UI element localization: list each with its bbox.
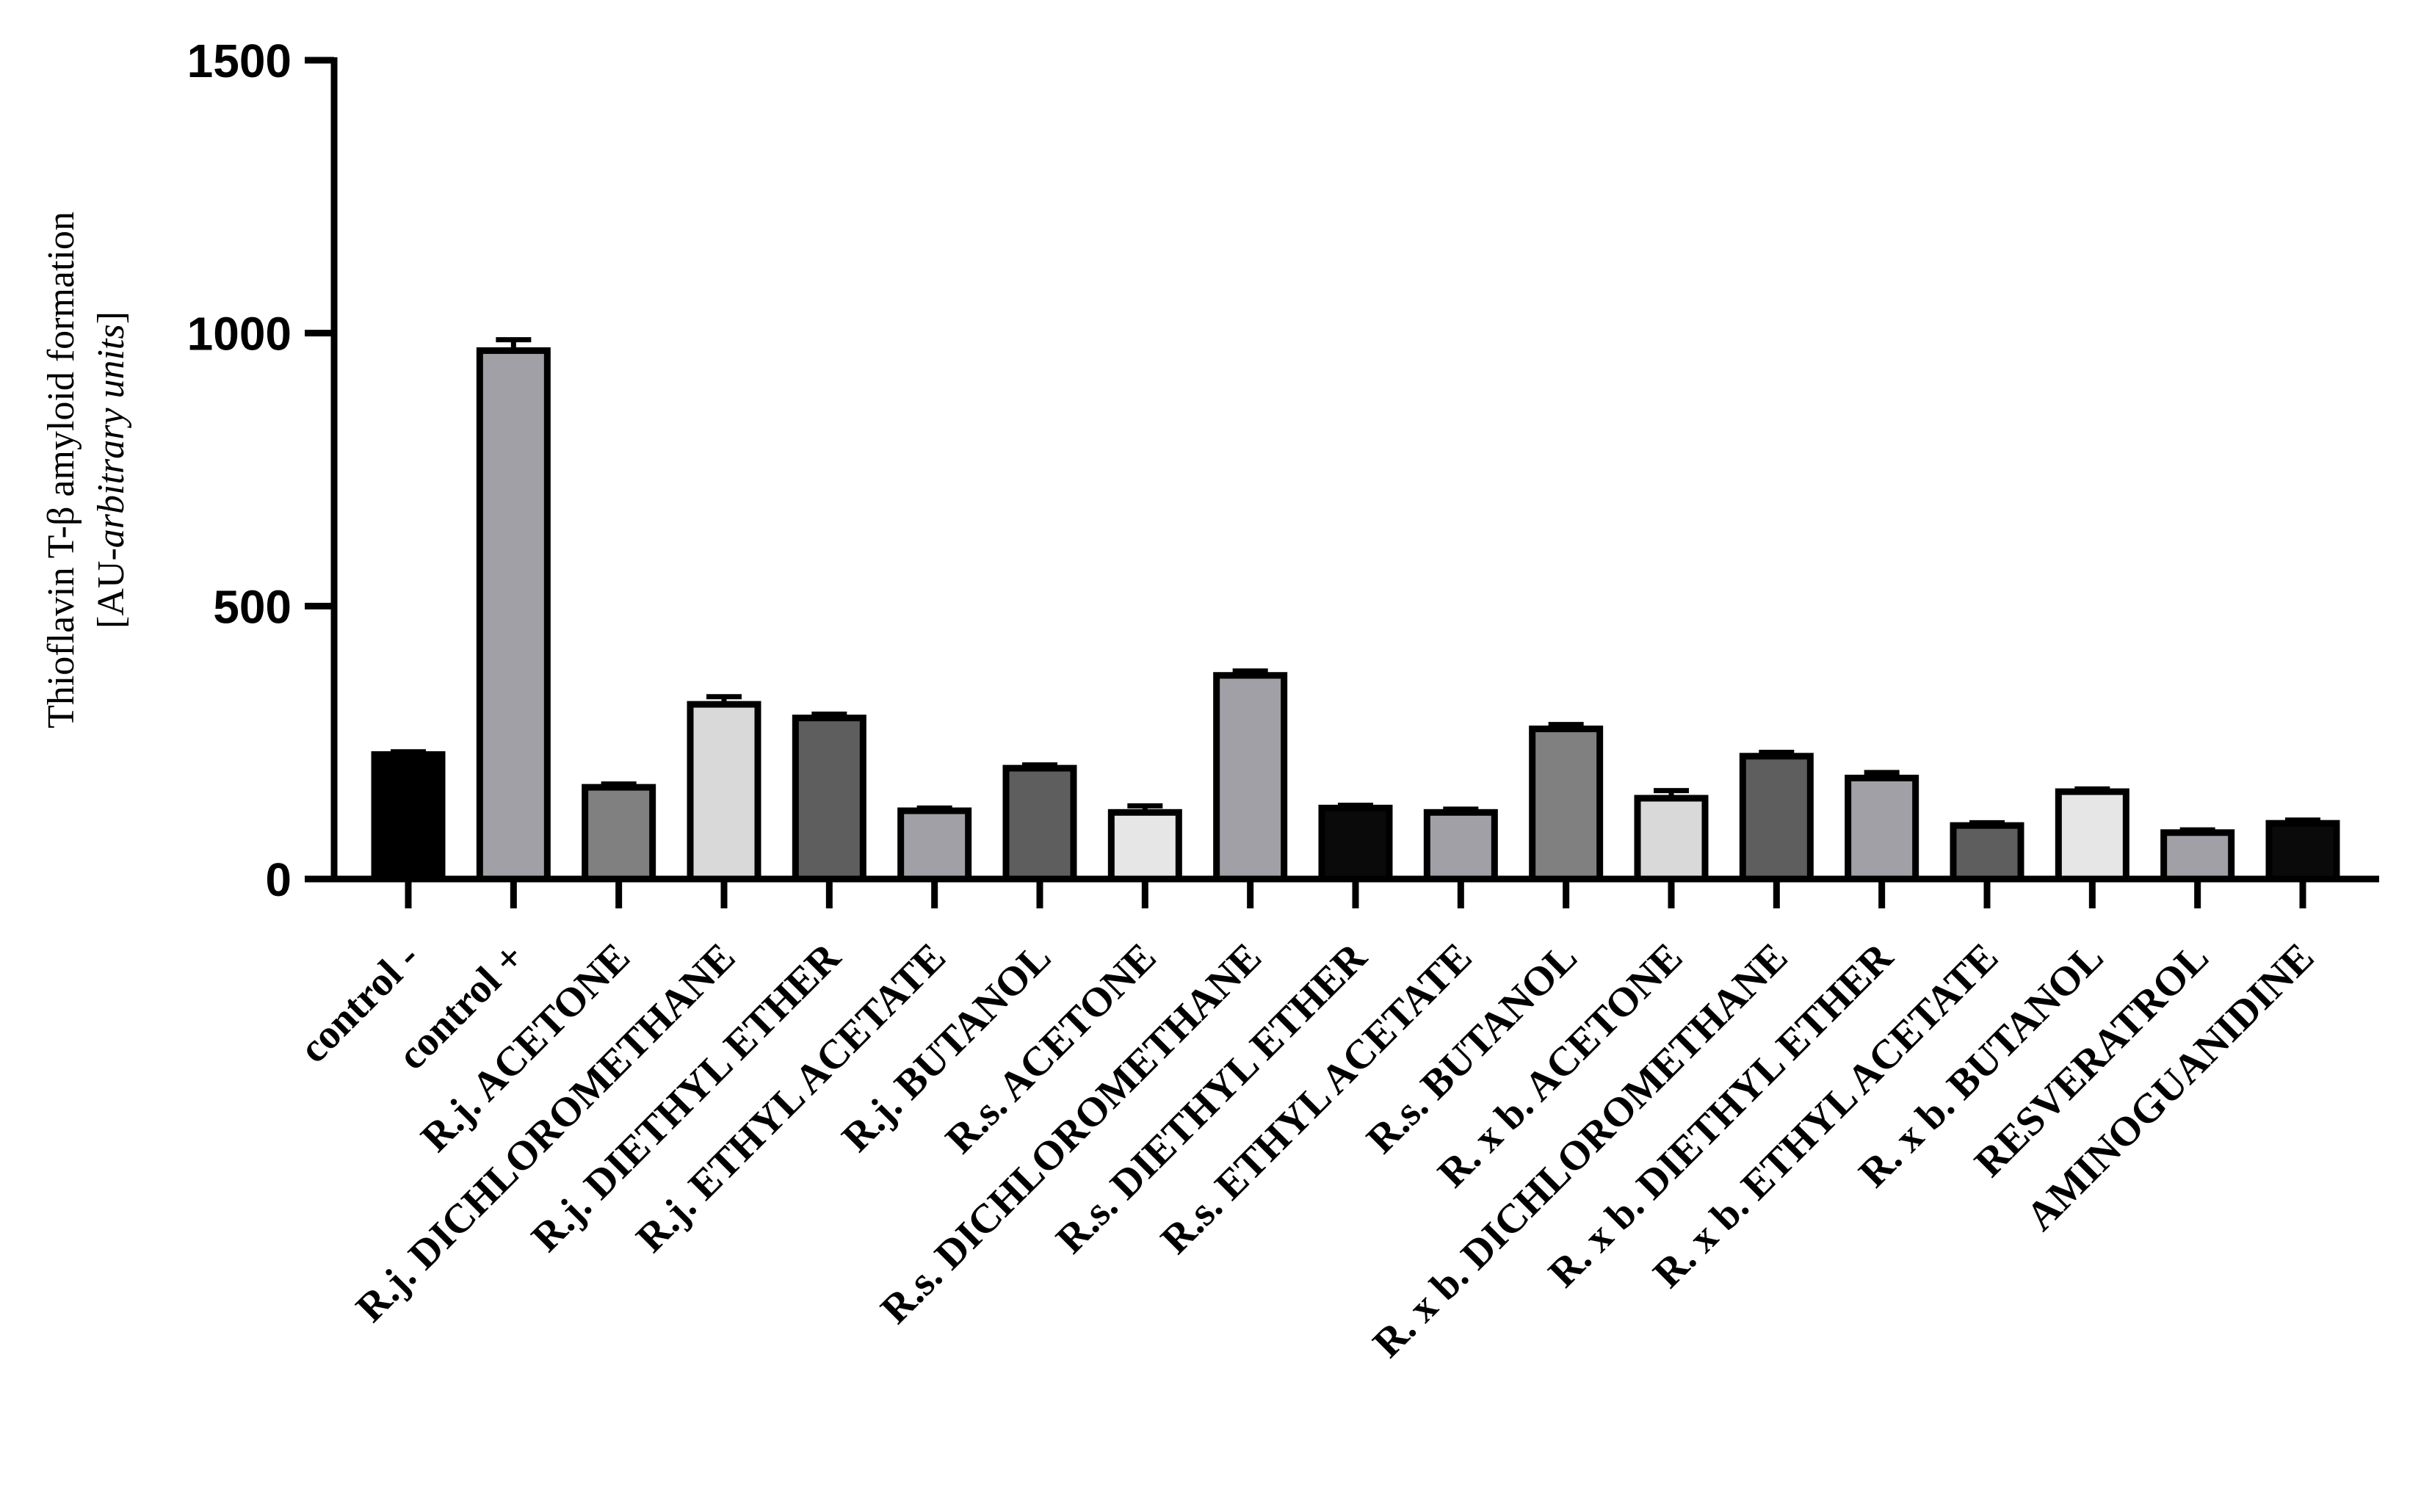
bar xyxy=(582,784,656,883)
y-axis-title-prefix: [AU- xyxy=(90,548,132,629)
bar xyxy=(2265,820,2340,883)
bar xyxy=(687,701,761,883)
bar xyxy=(476,347,551,883)
bar xyxy=(897,807,972,883)
x-axis xyxy=(331,875,2379,908)
y-axis: 0 500 1000 1500 xyxy=(187,35,338,906)
x-tick-label: R.s. DICHLOROMETHANE xyxy=(872,934,1270,1332)
bar xyxy=(1529,726,1604,883)
y-tick-label: 1000 xyxy=(187,308,292,361)
bar xyxy=(2160,829,2235,883)
bar xyxy=(792,715,866,883)
bars-group xyxy=(371,337,2340,883)
y-axis-title-line1: Thioflavin T-β amyloid formation xyxy=(40,211,82,728)
y-tick-label: 500 xyxy=(213,580,292,633)
bar xyxy=(1845,774,1919,883)
y-tick-label: 1500 xyxy=(187,35,292,87)
y-axis-title-suffix: ] xyxy=(90,311,132,324)
y-axis-title: Thioflavin T-β amyloid formation [AU-arb… xyxy=(40,211,132,728)
x-tick-label: R.j. DICHLOROMETHANE xyxy=(347,934,744,1331)
bar xyxy=(371,751,446,883)
bar xyxy=(1107,809,1182,883)
bar xyxy=(1634,795,1709,883)
bar xyxy=(1950,822,2024,883)
bar xyxy=(1739,753,1814,883)
bar xyxy=(2055,788,2129,883)
bar xyxy=(1423,809,1498,883)
y-axis-title-line2: [AU-arbitrary units] xyxy=(90,311,132,629)
bar xyxy=(1213,672,1288,883)
bar xyxy=(1002,764,1077,883)
y-tick-label: 0 xyxy=(265,853,292,906)
bar xyxy=(1318,804,1393,883)
y-axis-title-italic: arbitrary units xyxy=(90,324,132,548)
